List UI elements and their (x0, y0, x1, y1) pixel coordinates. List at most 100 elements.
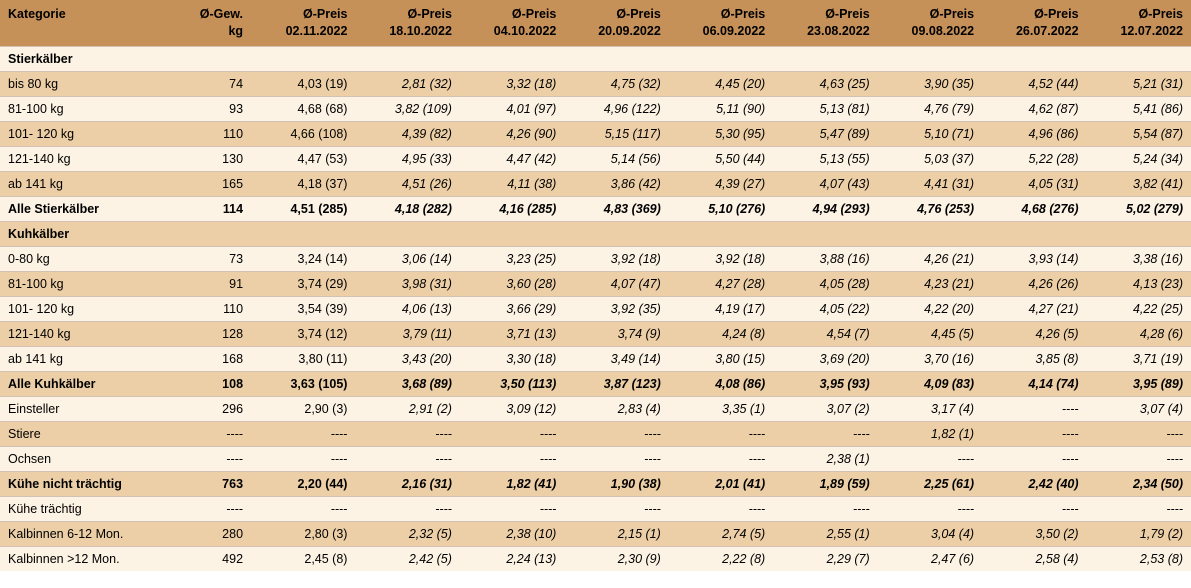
value-cell: 3,50 (113) (460, 371, 564, 396)
col-header-7: Ø-Preis23.08.2022 (773, 0, 877, 46)
category-cell: Kalbinnen 6-12 Mon. (0, 521, 166, 546)
value-cell: ---- (460, 446, 564, 471)
category-cell: bis 80 kg (0, 71, 166, 96)
value-cell: 74 (166, 71, 251, 96)
col-header-3: Ø-Preis18.10.2022 (355, 0, 459, 46)
value-cell: 2,20 (44) (251, 471, 355, 496)
category-cell: Alle Kuhkälber (0, 371, 166, 396)
value-cell: ---- (982, 446, 1086, 471)
value-cell: 3,86 (42) (564, 171, 668, 196)
value-cell: 2,47 (6) (878, 546, 982, 571)
value-cell: 4,52 (44) (982, 71, 1086, 96)
table-row: 81-100 kg913,74 (29)3,98 (31)3,60 (28)4,… (0, 271, 1191, 296)
value-cell (460, 221, 564, 246)
col-header-8: Ø-Preis09.08.2022 (878, 0, 982, 46)
value-cell: 2,74 (5) (669, 521, 773, 546)
value-cell: 4,05 (22) (773, 296, 877, 321)
price-table: KategorieØ-Gew.kgØ-Preis02.11.2022Ø-Prei… (0, 0, 1191, 571)
category-cell: 0-80 kg (0, 246, 166, 271)
value-cell: 5,47 (89) (773, 121, 877, 146)
value-cell: ---- (669, 421, 773, 446)
value-cell: 2,29 (7) (773, 546, 877, 571)
value-cell: 4,68 (276) (982, 196, 1086, 221)
table-row: Stiere----------------------------1,82 (… (0, 421, 1191, 446)
value-cell: 5,21 (31) (1087, 71, 1191, 96)
category-cell: Kühe trächtig (0, 496, 166, 521)
value-cell: ---- (166, 421, 251, 446)
value-cell: ---- (1087, 421, 1191, 446)
category-cell: 121-140 kg (0, 146, 166, 171)
value-cell: 3,70 (16) (878, 346, 982, 371)
value-cell: 3,71 (13) (460, 321, 564, 346)
category-cell: 81-100 kg (0, 271, 166, 296)
value-cell: ---- (669, 496, 773, 521)
value-cell: 5,41 (86) (1087, 96, 1191, 121)
value-cell: 5,13 (81) (773, 96, 877, 121)
col-header-6: Ø-Preis06.09.2022 (669, 0, 773, 46)
category-cell: Ochsen (0, 446, 166, 471)
table-row: Kühe trächtig---------------------------… (0, 496, 1191, 521)
value-cell: 492 (166, 546, 251, 571)
value-cell: 4,39 (27) (669, 171, 773, 196)
col-header-9: Ø-Preis26.07.2022 (982, 0, 1086, 46)
col-header-2: Ø-Preis02.11.2022 (251, 0, 355, 46)
value-cell: 3,74 (9) (564, 321, 668, 346)
value-cell: 3,98 (31) (355, 271, 459, 296)
value-cell: 1,82 (41) (460, 471, 564, 496)
value-cell: ---- (1087, 496, 1191, 521)
value-cell: 4,68 (68) (251, 96, 355, 121)
value-cell: ---- (878, 446, 982, 471)
value-cell: 91 (166, 271, 251, 296)
value-cell: 3,68 (89) (355, 371, 459, 396)
value-cell: 2,22 (8) (669, 546, 773, 571)
value-cell: 3,85 (8) (982, 346, 1086, 371)
value-cell: 165 (166, 171, 251, 196)
value-cell: 5,15 (117) (564, 121, 668, 146)
value-cell: 2,80 (3) (251, 521, 355, 546)
value-cell: 3,82 (109) (355, 96, 459, 121)
value-cell: 3,54 (39) (251, 296, 355, 321)
value-cell: ---- (251, 446, 355, 471)
value-cell: 4,05 (28) (773, 271, 877, 296)
value-cell: 168 (166, 346, 251, 371)
value-cell: 4,41 (31) (878, 171, 982, 196)
value-cell: 3,06 (14) (355, 246, 459, 271)
category-cell: 121-140 kg (0, 321, 166, 346)
value-cell (166, 221, 251, 246)
category-cell: ab 141 kg (0, 346, 166, 371)
value-cell: 4,95 (33) (355, 146, 459, 171)
value-cell: 5,14 (56) (564, 146, 668, 171)
value-cell (669, 221, 773, 246)
value-cell: 3,95 (89) (1087, 371, 1191, 396)
value-cell: 4,08 (86) (669, 371, 773, 396)
value-cell: 2,45 (8) (251, 546, 355, 571)
value-cell: 5,30 (95) (669, 121, 773, 146)
value-cell: 4,28 (6) (1087, 321, 1191, 346)
value-cell: 4,27 (28) (669, 271, 773, 296)
value-cell: 4,22 (25) (1087, 296, 1191, 321)
header-row: KategorieØ-Gew.kgØ-Preis02.11.2022Ø-Prei… (0, 0, 1191, 46)
value-cell: 4,24 (8) (669, 321, 773, 346)
table-row: Kalbinnen 6-12 Mon.2802,80 (3)2,32 (5)2,… (0, 521, 1191, 546)
value-cell: ---- (564, 446, 668, 471)
value-cell: 5,13 (55) (773, 146, 877, 171)
value-cell (773, 46, 877, 71)
value-cell: ---- (460, 421, 564, 446)
value-cell: 4,62 (87) (982, 96, 1086, 121)
value-cell: 2,32 (5) (355, 521, 459, 546)
table-row: 81-100 kg934,68 (68)3,82 (109)4,01 (97)4… (0, 96, 1191, 121)
value-cell: 4,05 (31) (982, 171, 1086, 196)
value-cell: 1,79 (2) (1087, 521, 1191, 546)
table-row: Stierkälber (0, 46, 1191, 71)
col-header-5: Ø-Preis20.09.2022 (564, 0, 668, 46)
value-cell: 4,66 (108) (251, 121, 355, 146)
value-cell: 4,39 (82) (355, 121, 459, 146)
value-cell: 4,27 (21) (982, 296, 1086, 321)
value-cell: 2,16 (31) (355, 471, 459, 496)
table-row: Alle Stierkälber1144,51 (285)4,18 (282)4… (0, 196, 1191, 221)
value-cell: 130 (166, 146, 251, 171)
value-cell (355, 46, 459, 71)
value-cell: ---- (1087, 446, 1191, 471)
value-cell: 3,88 (16) (773, 246, 877, 271)
value-cell: 114 (166, 196, 251, 221)
